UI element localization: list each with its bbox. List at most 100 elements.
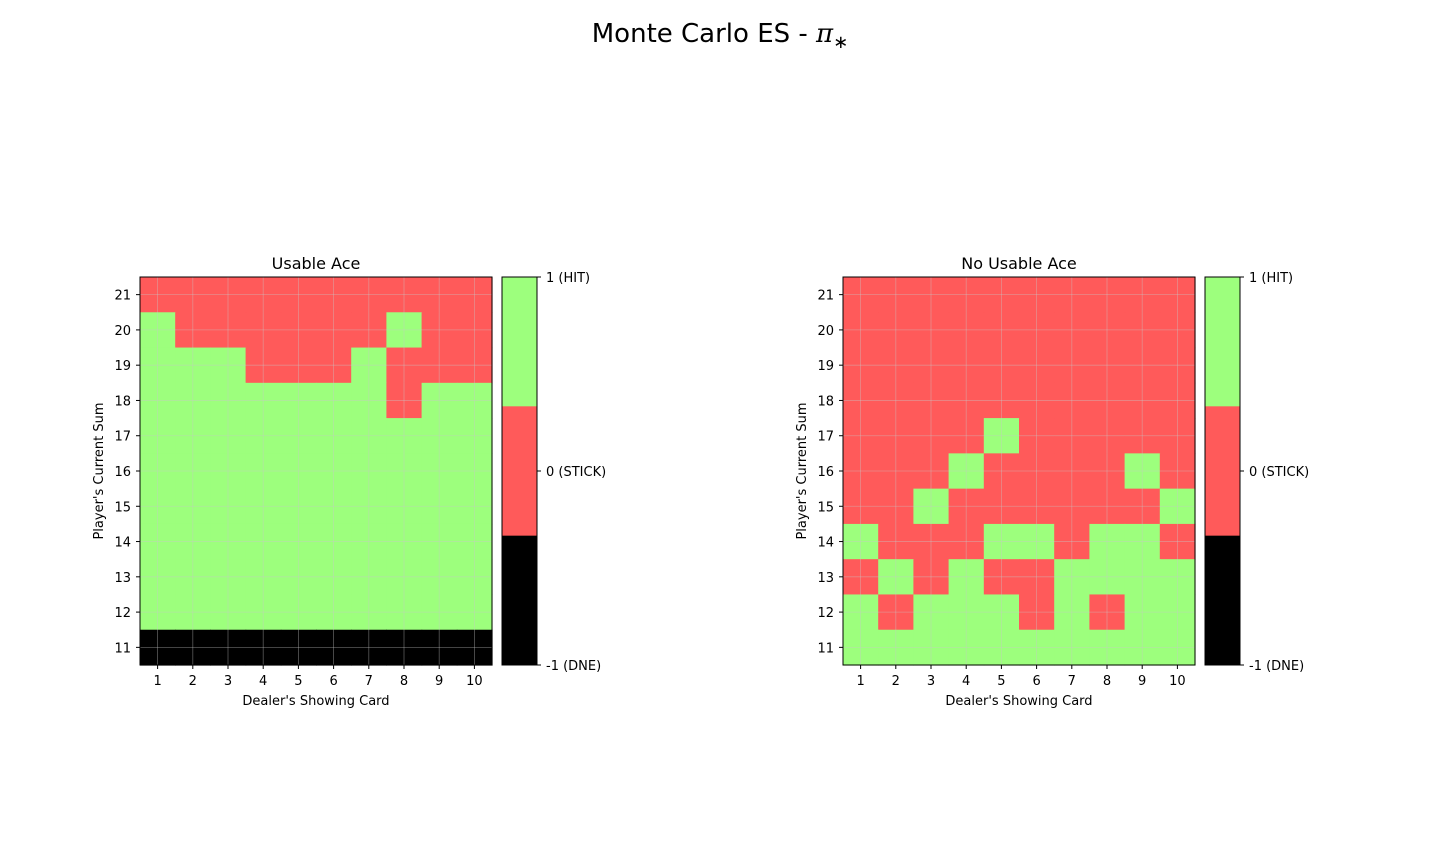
heatmap-cell (1159, 382, 1196, 419)
x-tick-label: 4 (962, 674, 970, 689)
heatmap-cell (1159, 629, 1196, 666)
heatmap-cell (175, 488, 211, 525)
heatmap-cell (983, 629, 1020, 666)
heatmap-cell (456, 559, 493, 596)
subplot-title: Usable Ace (272, 254, 361, 273)
y-tick-label: 21 (114, 289, 131, 304)
y-tick-label: 13 (114, 571, 131, 586)
heatmap-cell (913, 418, 950, 454)
heatmap-cell (1089, 382, 1126, 419)
heatmap-cell (1124, 382, 1161, 419)
heatmap-cell (843, 594, 879, 631)
heatmap-cell (210, 382, 247, 419)
heatmap-cell (140, 277, 176, 313)
heatmap-cell (210, 488, 247, 525)
heatmap-cell (1054, 382, 1090, 419)
heatmap-cell (280, 312, 317, 349)
heatmap-cell (351, 277, 387, 313)
heatmap-cell (1159, 277, 1196, 313)
heatmap-cell (245, 559, 282, 596)
x-tick-label: 8 (400, 674, 408, 689)
heatmap-cell (140, 418, 176, 454)
heatmap-cell (1159, 523, 1196, 560)
heatmap-cell (843, 453, 879, 490)
heatmap-cell (983, 277, 1020, 313)
colorbar-tick-label: -1 (DNE) (546, 659, 601, 674)
heatmap-cell (1089, 312, 1126, 349)
heatmap-cell (843, 347, 879, 384)
heatmap-cell (1019, 559, 1055, 596)
heatmap-cell (210, 594, 247, 631)
heatmap-cell (878, 312, 914, 349)
heatmap-cell (948, 629, 985, 666)
heatmap-cell (878, 382, 914, 419)
heatmap-cell (983, 559, 1020, 596)
heatmap-cell (210, 453, 247, 490)
heatmap-cell (878, 629, 914, 666)
heatmap-cell (1089, 418, 1126, 454)
heatmap-cell (1124, 347, 1161, 384)
heatmap-cell (421, 488, 458, 525)
x-tick-label: 10 (1169, 674, 1186, 689)
heatmap-cell (421, 523, 458, 560)
x-axis-label: Dealer's Showing Card (945, 694, 1092, 709)
heatmap-cell (913, 382, 950, 419)
heatmap-cell (983, 347, 1020, 384)
heatmap-cell (1089, 453, 1126, 490)
heatmap-cell (280, 453, 317, 490)
heatmap-cell (421, 453, 458, 490)
heatmap-cell (316, 594, 352, 631)
heatmap-cell (316, 277, 352, 313)
heatmap-cell (983, 523, 1020, 560)
x-tick-label: 5 (997, 674, 1005, 689)
x-tick-label: 3 (224, 674, 232, 689)
heatmap-cell (386, 559, 423, 596)
heatmap-cell (913, 523, 950, 560)
heatmap-cell (280, 277, 317, 313)
heatmap-cell (386, 453, 423, 490)
heatmap-cell (1089, 594, 1126, 631)
heatmap-cell (1089, 629, 1126, 666)
heatmap-cell (843, 488, 879, 525)
heatmap-cell (1019, 453, 1055, 490)
y-tick-label: 19 (817, 359, 834, 374)
heatmap-cell (316, 347, 352, 384)
heatmap-cell (843, 312, 879, 349)
y-tick-label: 13 (817, 571, 834, 586)
heatmap-cell (456, 594, 493, 631)
heatmap-cell (878, 418, 914, 454)
heatmap-cell (1019, 594, 1055, 631)
heatmap-cell (1124, 523, 1161, 560)
heatmap-cell (210, 523, 247, 560)
heatmap-cell (913, 277, 950, 313)
heatmap-cell (421, 418, 458, 454)
heatmap-cell (386, 418, 423, 454)
heatmap-cell (386, 629, 423, 666)
heatmap-cell (878, 488, 914, 525)
heatmap-cell (421, 559, 458, 596)
heatmap-cell (140, 523, 176, 560)
heatmap-cell (280, 523, 317, 560)
heatmap-cell (140, 312, 176, 349)
heatmap-cell (1124, 312, 1161, 349)
heatmap-cell (386, 312, 423, 349)
heatmap-cell (1159, 594, 1196, 631)
heatmap-cell (245, 382, 282, 419)
x-tick-label: 6 (329, 674, 337, 689)
heatmap-cell (1019, 382, 1055, 419)
heatmap-cell (1019, 347, 1055, 384)
heatmap-cell (456, 382, 493, 419)
heatmap-cell (983, 594, 1020, 631)
heatmap-cell (245, 418, 282, 454)
heatmap-cell (140, 453, 176, 490)
heatmap-cell (1159, 559, 1196, 596)
heatmap-cell (1089, 488, 1126, 525)
heatmap-cell (175, 594, 211, 631)
heatmap-cell (1159, 418, 1196, 454)
y-tick-label: 11 (114, 641, 131, 656)
heatmap-cell (140, 488, 176, 525)
heatmap-cell (913, 629, 950, 666)
heatmap-cell (948, 559, 985, 596)
heatmap-cell (913, 594, 950, 631)
heatmap-cell (1159, 347, 1196, 384)
